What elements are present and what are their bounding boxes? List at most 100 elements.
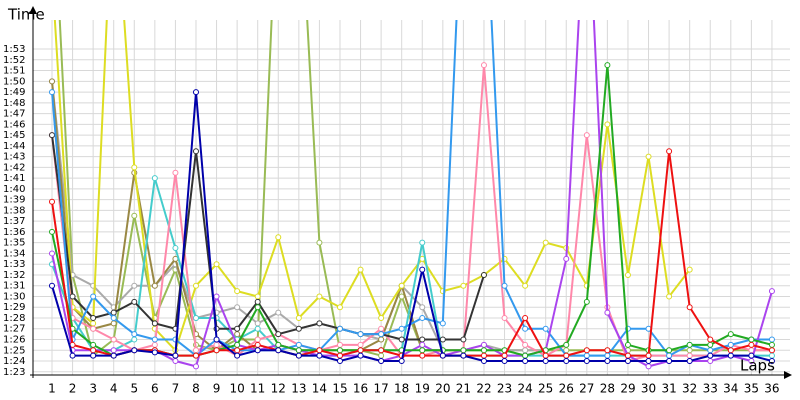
data-point: [727, 341, 734, 348]
data-point: [563, 341, 570, 348]
data-point: [522, 352, 529, 359]
data-point: [151, 282, 158, 289]
data-point: [707, 341, 714, 348]
x-tick-label: 4: [110, 382, 118, 396]
data-point: [151, 341, 158, 348]
data-point: [110, 347, 117, 354]
data-point: [666, 358, 673, 365]
data-point: [192, 89, 199, 96]
data-point: [419, 239, 426, 246]
data-point: [378, 336, 385, 343]
x-axis-title: Laps: [740, 357, 775, 375]
data-point: [336, 304, 343, 311]
data-point: [90, 320, 97, 327]
data-point: [213, 347, 220, 354]
data-point: [707, 358, 714, 365]
data-point: [686, 352, 693, 359]
data-point: [645, 358, 652, 365]
data-point: [727, 352, 734, 359]
series-line: [51, 92, 773, 363]
y-tick-label: 1:28: [3, 313, 25, 324]
y-tick-label: 1:45: [3, 130, 25, 141]
data-point: [604, 358, 611, 365]
data-point: [295, 352, 302, 359]
data-point: [439, 352, 446, 359]
data-point: [378, 325, 385, 332]
data-point: [439, 336, 446, 343]
data-point: [275, 234, 282, 241]
series-line: [51, 134, 485, 341]
data-point: [234, 341, 241, 348]
y-tick-label: 1:52: [3, 55, 25, 66]
x-tick-label: 22: [476, 382, 491, 396]
data-point: [378, 352, 385, 359]
data-point: [563, 352, 570, 359]
data-point: [275, 341, 282, 348]
data-point: [110, 314, 117, 321]
data-point: [645, 352, 652, 359]
y-tick-label: 1:43: [3, 152, 25, 163]
data-point: [439, 320, 446, 327]
data-point: [419, 304, 426, 311]
x-tick-label: 19: [415, 382, 430, 396]
data-point: [69, 352, 76, 359]
data-point: [398, 336, 405, 343]
data-point: [542, 352, 549, 359]
data-point: [254, 320, 261, 327]
data-point: [275, 331, 282, 338]
x-tick-label: 36: [764, 382, 779, 396]
data-point: [522, 314, 529, 321]
data-point: [336, 352, 343, 359]
data-point: [604, 352, 611, 359]
y-tick-label: 1:33: [3, 259, 25, 270]
y-tick-label: 1:41: [3, 173, 25, 184]
x-tick-label: 1: [48, 382, 56, 396]
x-tick-label: 6: [151, 382, 159, 396]
data-point: [172, 169, 179, 176]
data-point: [624, 352, 631, 359]
data-point: [192, 352, 199, 359]
data-point: [501, 358, 508, 365]
data-point: [357, 341, 364, 348]
data-point: [131, 282, 138, 289]
data-point: [604, 347, 611, 354]
x-tick-label: 21: [456, 382, 471, 396]
data-point: [748, 341, 755, 348]
y-tick-label: 1:27: [3, 324, 25, 335]
data-point: [213, 293, 220, 300]
labels: 1:231:241:251:261:271:281:291:301:311:32…: [3, 44, 780, 395]
data-point: [357, 352, 364, 359]
y-axis-title: Time: [7, 6, 45, 24]
data-point: [686, 304, 693, 311]
data-point: [378, 347, 385, 354]
data-point: [234, 331, 241, 338]
data-point: [336, 347, 343, 354]
data-point: [768, 341, 775, 348]
x-tick-label: 16: [353, 382, 368, 396]
data-point: [460, 336, 467, 343]
data-point: [480, 341, 487, 348]
y-tick-label: 1:40: [3, 184, 25, 195]
data-point: [254, 341, 261, 348]
data-point: [131, 336, 138, 343]
data-point: [522, 325, 529, 332]
x-tick-label: 2: [69, 382, 77, 396]
x-tick-label: 8: [192, 382, 200, 396]
y-tick-label: 1:42: [3, 162, 25, 173]
data-point: [357, 266, 364, 273]
y-tick-label: 1:37: [3, 216, 25, 227]
data-point: [234, 288, 241, 295]
x-tick-label: 11: [250, 382, 265, 396]
data-point: [357, 331, 364, 338]
data-point: [522, 358, 529, 365]
y-tick-label: 1:30: [3, 291, 25, 302]
data-point: [398, 325, 405, 332]
data-point: [336, 358, 343, 365]
y-tick-label: 1:51: [3, 66, 25, 77]
data-point: [563, 358, 570, 365]
data-point: [275, 347, 282, 354]
x-tick-label: 20: [435, 382, 450, 396]
data-point: [727, 331, 734, 338]
data-point: [686, 347, 693, 354]
